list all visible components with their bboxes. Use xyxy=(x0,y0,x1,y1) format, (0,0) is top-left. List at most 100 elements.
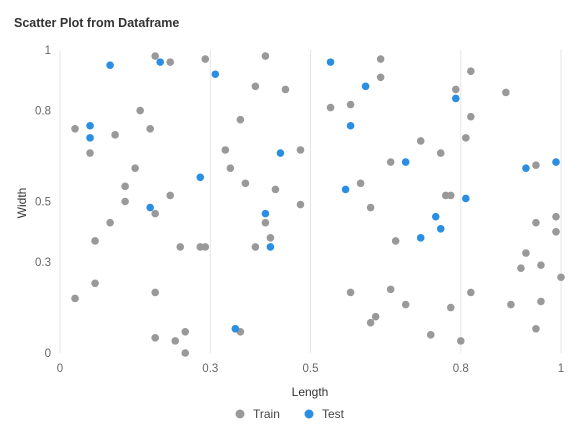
train-point xyxy=(181,327,190,336)
x-axis-ticks: 0 0.3 0.5 0.8 1 xyxy=(57,363,564,375)
test-point xyxy=(106,61,114,69)
train-point xyxy=(391,237,400,245)
test-point xyxy=(196,173,205,182)
test-point xyxy=(522,164,530,172)
train-point xyxy=(271,185,280,194)
train-point xyxy=(261,218,270,227)
train-point xyxy=(131,164,139,172)
train-point xyxy=(537,297,545,306)
train-point xyxy=(522,249,530,257)
train-point xyxy=(457,337,465,345)
train-point xyxy=(467,112,475,121)
train-point xyxy=(251,243,260,251)
test-point xyxy=(211,70,220,79)
train-point xyxy=(462,134,470,142)
y-axis-label: Width xyxy=(15,188,29,219)
x-tick-label: 0 xyxy=(57,363,63,375)
test-point xyxy=(361,82,370,91)
train-point xyxy=(171,337,180,345)
train-point xyxy=(446,191,455,200)
train-point xyxy=(517,264,525,272)
train-point xyxy=(201,55,210,63)
train-point xyxy=(91,279,99,288)
train-point xyxy=(221,146,230,154)
train-point xyxy=(446,303,455,312)
train-point xyxy=(371,312,380,321)
train-point xyxy=(296,146,305,154)
train-point xyxy=(467,67,475,76)
train-point xyxy=(376,55,385,63)
train-point xyxy=(401,300,410,309)
train-point xyxy=(91,237,99,245)
train-point xyxy=(166,58,175,66)
legend-item-train: Train xyxy=(235,407,280,421)
train-point xyxy=(71,294,79,303)
train-point xyxy=(532,161,540,169)
test-point xyxy=(436,224,445,233)
test-point xyxy=(86,134,94,142)
test-point xyxy=(552,158,560,166)
test-point xyxy=(341,185,350,194)
test-point xyxy=(431,212,440,221)
train-point xyxy=(151,288,159,297)
grid-lines xyxy=(59,50,562,353)
train-point xyxy=(507,300,515,309)
train-point xyxy=(537,261,545,269)
train-point xyxy=(201,243,210,251)
train-point xyxy=(346,100,355,109)
train-point xyxy=(181,349,190,357)
train-point xyxy=(266,234,275,242)
test-point xyxy=(261,209,270,218)
train-point xyxy=(552,212,560,221)
train-point xyxy=(151,52,159,60)
series-test xyxy=(86,58,560,333)
train-point xyxy=(532,324,540,333)
train-point xyxy=(386,158,395,166)
train-point xyxy=(281,85,290,94)
train-point xyxy=(502,88,510,97)
train-point xyxy=(71,124,79,133)
x-tick-label: 0.8 xyxy=(453,363,469,375)
test-point xyxy=(276,149,285,157)
x-axis-label: Length xyxy=(292,385,329,399)
test-point xyxy=(266,243,275,251)
legend-marker xyxy=(235,409,245,419)
legend-label: Train xyxy=(253,407,280,421)
train-point xyxy=(121,182,129,191)
series-train xyxy=(71,52,565,357)
chart-title: Scatter Plot from Dataframe xyxy=(14,16,179,30)
x-tick-label: 0.3 xyxy=(202,363,218,375)
legend-label: Test xyxy=(322,407,345,421)
y-tick-label: 0.5 xyxy=(35,197,51,209)
train-point xyxy=(151,334,159,342)
test-point xyxy=(326,58,335,66)
train-point xyxy=(151,209,159,218)
train-point xyxy=(436,149,445,157)
y-axis-ticks: 0 0.3 0.5 0.8 1 xyxy=(35,45,51,360)
test-point xyxy=(146,203,154,212)
test-point xyxy=(462,194,470,203)
train-point xyxy=(451,85,460,94)
train-point xyxy=(366,203,375,212)
y-tick-label: 0.3 xyxy=(35,257,51,269)
test-point xyxy=(401,158,410,166)
test-point xyxy=(451,94,460,103)
data-points xyxy=(71,52,565,357)
train-point xyxy=(467,288,475,297)
train-point xyxy=(241,179,250,188)
test-point xyxy=(156,58,164,66)
train-point xyxy=(366,318,375,327)
test-point xyxy=(86,121,94,130)
train-point xyxy=(346,288,355,297)
x-tick-label: 0.5 xyxy=(303,363,319,375)
train-point xyxy=(552,228,560,236)
train-point xyxy=(557,273,565,282)
train-point xyxy=(111,131,119,139)
train-point xyxy=(416,137,425,145)
legend-marker xyxy=(304,409,314,419)
test-point xyxy=(346,121,355,130)
train-point xyxy=(426,331,435,339)
x-tick-label: 1 xyxy=(558,363,564,375)
train-point xyxy=(356,179,365,188)
y-tick-label: 0.8 xyxy=(35,106,51,118)
